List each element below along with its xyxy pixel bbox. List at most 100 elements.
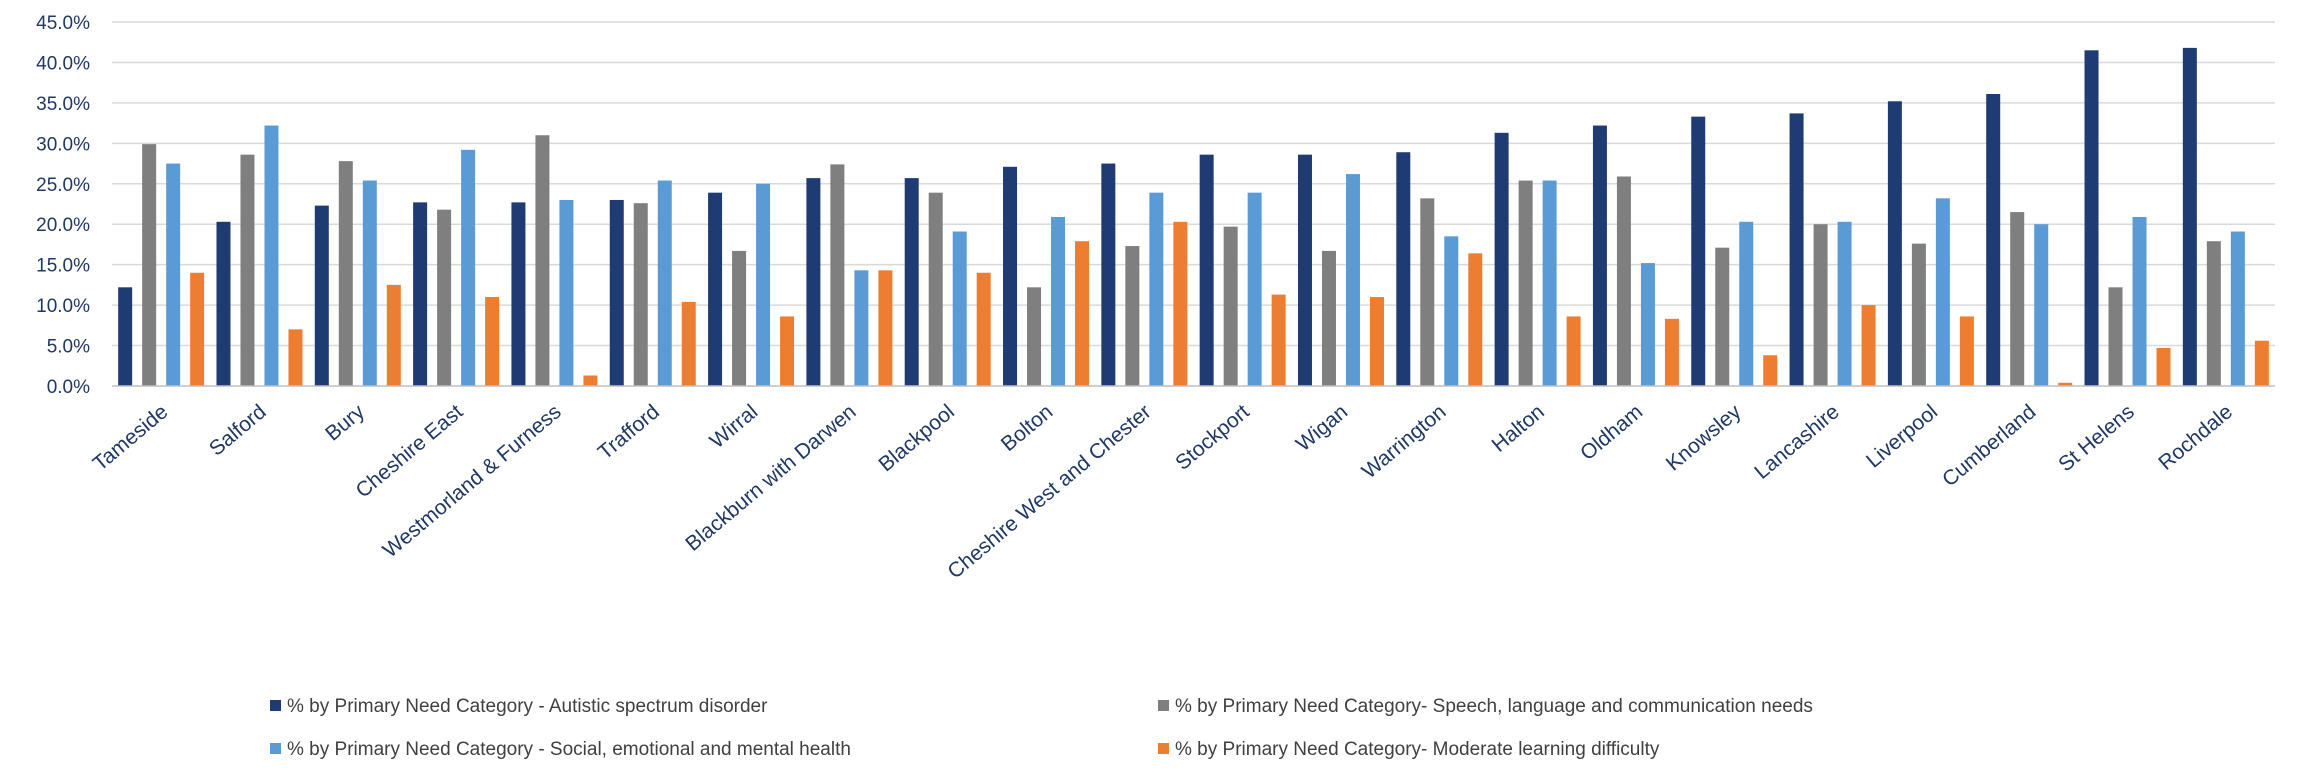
bar — [1763, 355, 1778, 386]
bar — [1003, 166, 1018, 386]
bar — [2010, 212, 2025, 386]
bar — [1837, 221, 1852, 386]
bar — [216, 221, 231, 386]
y-tick-label: 25.0% — [36, 175, 90, 196]
x-tick-label: Salford — [205, 400, 271, 460]
x-tick-label: Liverpool — [1862, 400, 1942, 472]
x-tick-label: Knowsley — [1662, 400, 1746, 476]
x-tick-label: Wirral — [705, 400, 762, 453]
bar — [485, 297, 500, 386]
x-tick-label: Blackburn with Darwen — [681, 400, 860, 556]
x-tick-label: Tameside — [89, 400, 173, 475]
bar — [609, 199, 624, 386]
bar — [1566, 316, 1581, 386]
bar — [362, 180, 377, 386]
x-tick-label: Bury — [321, 400, 369, 446]
bar — [1173, 221, 1188, 386]
bar — [1542, 180, 1557, 386]
y-tick-label: 20.0% — [36, 215, 90, 236]
y-tick-label: 5.0% — [47, 337, 90, 358]
bar — [386, 284, 401, 386]
bar — [1518, 180, 1533, 386]
bar — [288, 329, 303, 386]
bar — [1420, 198, 1435, 386]
bar — [1664, 318, 1679, 386]
bar — [1887, 101, 1902, 386]
bar — [2230, 231, 2245, 386]
x-tick-label: Cheshire West and Chester — [943, 400, 1155, 583]
bar — [1125, 246, 1140, 386]
bar — [657, 180, 672, 386]
bar — [1101, 163, 1116, 386]
x-tick-label: Wigan — [1292, 400, 1352, 456]
legend-label: % by Primary Need Category - Autistic sp… — [287, 696, 768, 717]
bar — [1271, 294, 1286, 386]
x-tick-label: Cumberland — [1938, 400, 2040, 491]
bar — [2058, 382, 2073, 386]
bar — [1640, 263, 1655, 386]
bar — [1616, 176, 1631, 386]
bar — [2034, 224, 2049, 386]
bar — [413, 202, 428, 386]
bar — [854, 270, 869, 386]
bar — [1715, 247, 1730, 386]
bar — [118, 287, 133, 386]
y-tick-label: 35.0% — [36, 94, 90, 115]
bar — [1369, 297, 1384, 386]
x-tick-label: Halton — [1488, 400, 1549, 457]
bar — [1468, 253, 1483, 386]
bar — [1739, 221, 1754, 386]
bar — [264, 125, 279, 386]
x-tick-label: Stockport — [1171, 400, 1254, 475]
x-tick-label: Oldham — [1576, 400, 1647, 465]
bar — [756, 183, 771, 386]
gridlines — [112, 21, 2275, 347]
bar — [1959, 316, 1974, 386]
bar — [437, 209, 452, 386]
bars — [118, 47, 2269, 387]
bar — [2254, 340, 2269, 386]
bar — [1149, 192, 1164, 386]
bar — [976, 272, 991, 386]
bar — [166, 163, 181, 386]
legend-swatch — [270, 700, 281, 711]
bar — [1223, 226, 1238, 386]
x-tick-label: Trafford — [594, 400, 664, 464]
bar — [240, 154, 255, 386]
bar — [681, 301, 696, 386]
x-tick-label: Rochdale — [2154, 400, 2237, 475]
legend-swatch — [1158, 700, 1169, 711]
bar — [583, 375, 598, 386]
bar — [1444, 236, 1459, 386]
x-tick-label: St Helens — [2054, 400, 2139, 476]
y-tick-label: 40.0% — [36, 53, 90, 74]
bar — [511, 202, 526, 386]
bar — [1789, 113, 1804, 386]
y-tick-label: 10.0% — [36, 296, 90, 317]
y-tick-label: 15.0% — [36, 256, 90, 277]
legend-label: % by Primary Need Category- Speech, lang… — [1175, 696, 1813, 717]
legend: % by Primary Need Category - Autistic sp… — [270, 696, 1813, 760]
bar — [904, 178, 919, 386]
bar — [1396, 152, 1411, 386]
bar — [1297, 154, 1312, 386]
bar — [1592, 125, 1607, 386]
y-tick-label: 30.0% — [36, 134, 90, 155]
y-tick-label: 45.0% — [36, 13, 90, 34]
legend-label: % by Primary Need Category - Social, emo… — [287, 739, 851, 760]
bar — [928, 192, 943, 386]
x-tick-label: Bolton — [997, 400, 1057, 456]
bar — [806, 178, 821, 386]
bar — [314, 205, 329, 386]
x-tick-label: Westmorland & Furness — [379, 400, 566, 562]
x-tick-label: Warrington — [1358, 400, 1451, 483]
bar — [2156, 347, 2171, 386]
bar — [2206, 241, 2221, 386]
bar — [952, 231, 967, 386]
bar — [1321, 250, 1336, 386]
bar — [1861, 305, 1876, 386]
bar — [1075, 241, 1090, 386]
bar — [2108, 287, 2123, 386]
